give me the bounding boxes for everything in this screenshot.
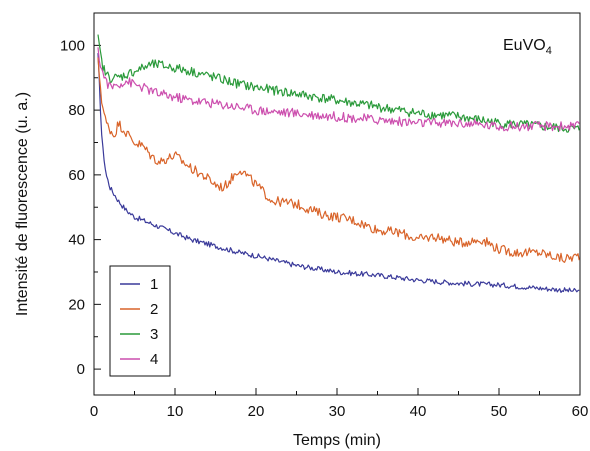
legend: 1 2 3 4 [109,265,171,377]
series-line-1 [97,53,580,293]
y-tick-label: 0 [77,361,85,378]
series-line-2 [97,57,580,263]
x-tick-label: 60 [572,403,589,420]
x-tick-label: 40 [410,403,427,420]
series-line-4 [97,47,580,132]
y-tick-label: 40 [68,232,85,249]
legend-label-4: 4 [150,351,158,368]
compound-annotation-base: EuVO [503,37,546,54]
compound-annotation-sub: 4 [546,45,552,57]
legend-label-1: 1 [150,276,158,293]
series-layer [97,34,580,293]
legend-label-2: 2 [150,301,158,318]
x-tick-label: 20 [248,403,265,420]
y-tick-label: 20 [68,296,85,313]
y-tick-label: 60 [68,167,85,184]
y-axis-label: Intensité de fluorescence (u. a.) [14,92,31,316]
x-tick-label: 50 [491,403,508,420]
x-axis-label: Temps (min) [293,432,381,449]
legend-label-3: 3 [150,326,158,343]
axis-ticks: 0 10 20 30 40 50 60 0 20 40 60 80 100 [60,37,588,420]
x-tick-label: 0 [90,403,98,420]
series-line-3 [97,34,580,133]
x-tick-label: 30 [329,403,346,420]
y-tick-label: 80 [68,102,85,119]
compound-annotation: EuVO4 [503,37,552,57]
y-tick-label: 100 [60,37,85,54]
x-tick-label: 10 [167,403,184,420]
